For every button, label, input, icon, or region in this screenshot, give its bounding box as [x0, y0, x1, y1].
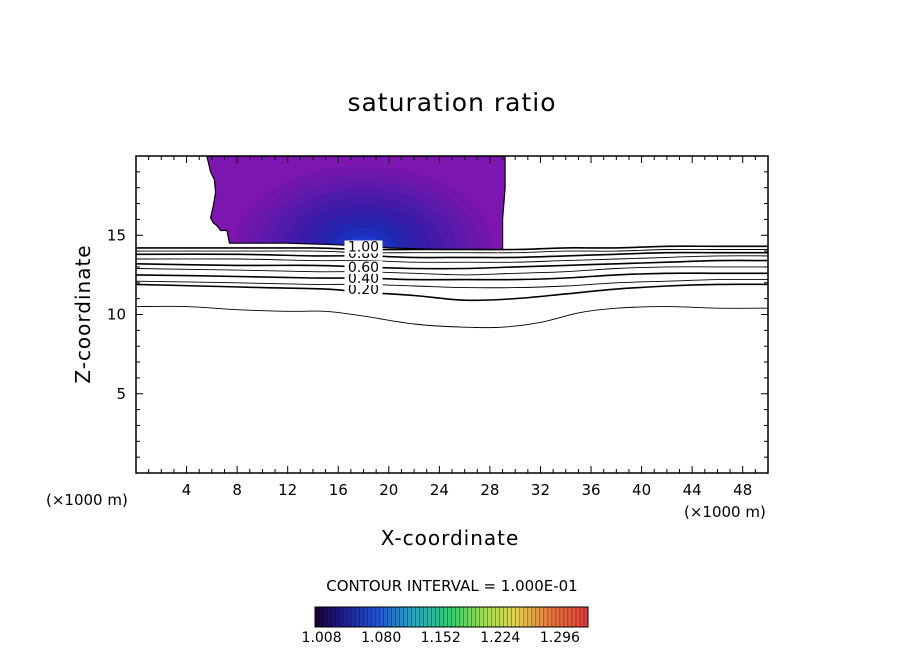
contour-label: 0.20 [348, 282, 379, 298]
x-tick-label: 24 [430, 481, 449, 499]
x-tick-label: 8 [232, 481, 242, 499]
colorbar-tick-label: 1.224 [480, 630, 520, 646]
x-tick-label: 44 [683, 481, 702, 499]
contour-line [136, 245, 768, 251]
contour-line [136, 283, 768, 302]
chart-title: saturation ratio [347, 88, 557, 117]
x-tick-label: 4 [182, 481, 192, 499]
contour-line [136, 279, 768, 289]
x-tick-label: 40 [632, 481, 651, 499]
x-unit-label-left: (×1000 m) [46, 491, 128, 509]
contour-line [136, 272, 768, 281]
contour-label: 1.00 [348, 240, 379, 256]
y-tick-label: 10 [107, 306, 126, 324]
y-tick-label: 5 [116, 385, 126, 403]
x-tick-label: 16 [329, 481, 348, 499]
contour-label-bg [344, 272, 383, 285]
contour-label: 0.60 [348, 260, 379, 276]
contour-label-bg [344, 240, 383, 254]
region-outline [206, 156, 506, 251]
contour-label-bg [344, 260, 383, 274]
y-tick-label: 15 [107, 226, 126, 244]
x-tick-label: 36 [581, 481, 600, 499]
x-tick-label: 28 [480, 481, 499, 499]
contour-line [136, 248, 768, 254]
contour-line [136, 255, 768, 263]
colorbar-tick-label: 1.080 [361, 630, 401, 646]
x-tick-label: 20 [379, 481, 398, 499]
contour-label: 0.40 [348, 271, 379, 287]
contour-line [136, 266, 768, 276]
x-tick-label: 32 [531, 481, 550, 499]
x-axis-label: X-coordinate [380, 526, 520, 550]
contour-line [136, 251, 768, 259]
x-unit-label-right: (×1000 m) [684, 503, 766, 521]
contour-label-bg [344, 283, 383, 297]
contour-interval-text: CONTOUR INTERVAL = 1.000E-01 [326, 577, 578, 595]
colorbar: 1.008 1.080 1.152 1.224 1.296 [302, 606, 589, 646]
contour-line [136, 259, 768, 270]
colorbar-tick-label: 1.296 [540, 630, 580, 646]
x-tick-label: 12 [278, 481, 297, 499]
contour-line [136, 305, 768, 329]
contour-labels: 0.200.400.600.801.00 [344, 240, 383, 298]
colorbar-tick-label: 1.152 [421, 630, 461, 646]
x-tick-label: 48 [733, 481, 752, 499]
colorbar-tick-label: 1.008 [302, 630, 342, 646]
y-axis-label: Z-coordinate [71, 244, 95, 384]
contour-lines [136, 156, 768, 329]
